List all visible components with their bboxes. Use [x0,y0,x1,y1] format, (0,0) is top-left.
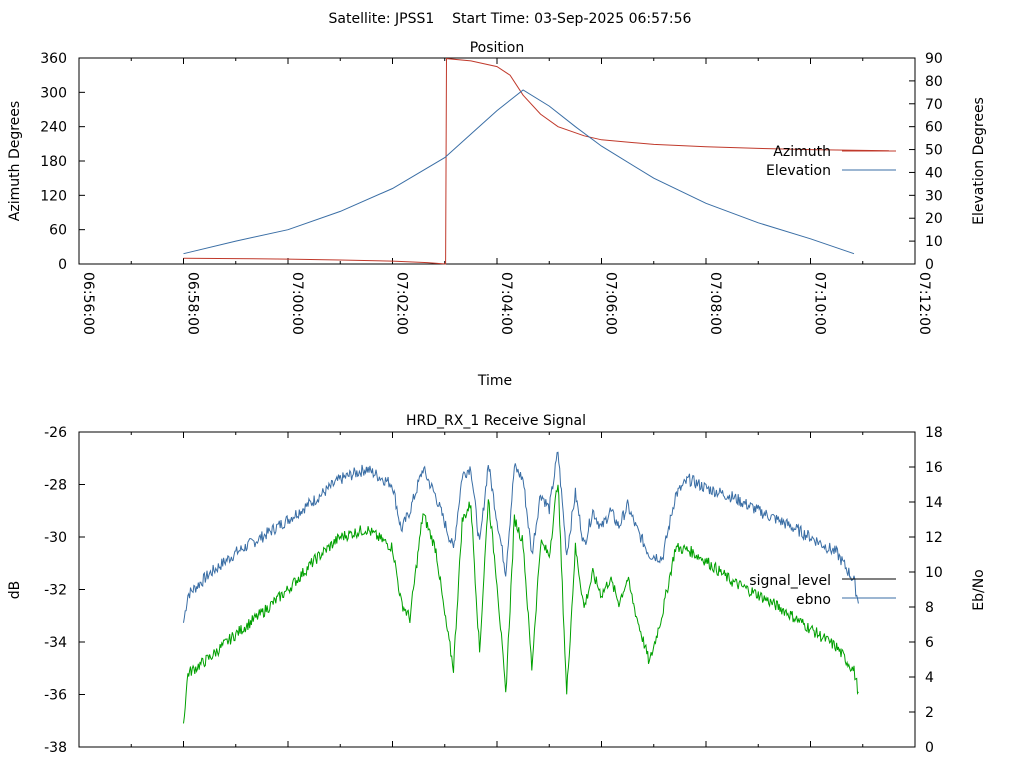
db-tick-label: -32 [44,583,67,599]
position-chart-title: Position [470,40,525,56]
azimuth-tick-label: 180 [40,154,67,170]
legend-signal-level-label: signal_level [749,573,831,589]
header-title: Satellite: JPSS1 Start Time: 03-Sep-2025… [329,11,692,27]
ebno-tick-label: 10 [925,565,943,581]
db-tick-label: -30 [44,530,67,546]
position-series [183,58,889,265]
elevation-tick-label: 50 [925,143,943,159]
elevation-line [183,89,855,255]
elevation-tick-label: 0 [925,257,934,273]
elevation-tick-label: 20 [925,211,943,227]
time-axis-label: Time [477,373,512,389]
elevation-tick-label: 90 [925,51,943,67]
azimuth-tick-label: 0 [58,257,67,273]
position-axes: 0 60 120 180 240 300 360 0 10 20 30 40 50 60 70 80 90 06:… [40,51,943,335]
ebno-line [183,451,859,623]
ebno-axis-label: Eb/No [971,569,987,611]
elevation-tick-label: 70 [925,97,943,113]
legend-elevation-label: Elevation [766,163,831,179]
legend-ebno-label: ebno [796,592,831,608]
ebno-tick-label: 18 [925,425,943,441]
db-tick-label: -38 [44,740,67,756]
time-tick-label: 07:12:00 [916,272,932,335]
ebno-tick-label: 6 [925,635,934,651]
elevation-tick-label: 80 [925,74,943,90]
time-tick-label: 07:06:00 [603,272,619,335]
receive-signal-chart: HRD_RX_1 Receive Signal -26-28-30-32-34-… [7,413,987,756]
ebno-tick-label: 12 [925,530,943,546]
db-tick-label: -28 [44,478,67,494]
ebno-tick-label: 2 [925,705,934,721]
elevation-tick-label: 30 [925,188,943,204]
ebno-tick-label: 16 [925,460,943,476]
elevation-tick-label: 10 [925,234,943,250]
time-tick-label: 07:00:00 [289,272,305,335]
time-tick-label: 06:56:00 [80,272,96,335]
signal-trace-line [183,484,859,724]
azimuth-axis-label: Azimuth Degrees [7,101,23,221]
elevation-tick-label: 40 [925,165,943,181]
time-tick-label: 07:10:00 [812,272,828,335]
signal-series [183,451,859,724]
ebno-tick-label: 8 [925,600,934,616]
db-tick-label: -34 [44,635,67,651]
elevation-axis-label: Elevation Degrees [971,97,987,225]
time-tick-label: 07:04:00 [498,272,514,335]
db-tick-label: -36 [44,688,67,704]
ebno-tick-label: 0 [925,740,934,756]
azimuth-tick-label: 60 [49,223,67,239]
time-tick-label: 07:02:00 [394,272,410,335]
signal-axes: -26 -28 -30 -32 -34 -36 -38 18 16 14 12 10 8 6 4 2 0 [44,425,943,756]
ebno-tick-label: 4 [925,670,934,686]
elevation-tick-label: 60 [925,120,943,136]
azimuth-tick-label: 360 [40,51,67,67]
legend-azimuth-label: Azimuth [773,144,831,160]
receive-signal-chart-title: HRD_RX_1 Receive Signal [406,413,586,429]
azimuth-line [183,58,889,265]
azimuth-tick-label: 240 [40,120,67,136]
position-plot-frame [78,57,916,265]
time-tick-label: 06:58:00 [185,272,201,335]
time-tick-label: 07:08:00 [707,272,723,335]
db-tick-label: -26 [44,425,67,441]
position-chart: Position 0 60 120 180 240 300 360 0 10 20 30 40 50 60… [7,40,987,389]
azimuth-tick-label: 300 [40,85,67,101]
ebno-tick-label: 14 [925,495,943,511]
azimuth-tick-label: 120 [40,188,67,204]
db-axis-label: dB [7,581,23,600]
